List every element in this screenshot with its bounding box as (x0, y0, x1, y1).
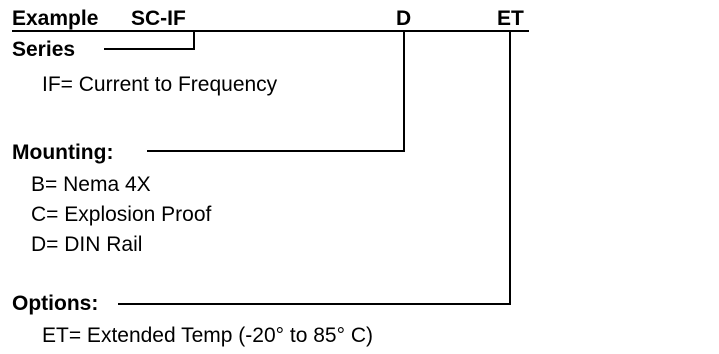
options-connector-horizontal (118, 303, 511, 305)
mounting-connector-horizontal (147, 150, 405, 152)
mounting-heading: Mounting: (12, 141, 114, 164)
options-heading: Options: (12, 292, 99, 315)
series-item-if: IF= Current to Frequency (42, 73, 278, 96)
options-code: ET (497, 7, 524, 30)
model-code: SC-IF (131, 7, 186, 30)
options-item-et: ET= Extended Temp (-20° to 85° C) (42, 324, 373, 347)
header-underline (12, 30, 529, 32)
series-connector-vertical (193, 31, 195, 50)
mounting-item-b: B= Nema 4X (31, 173, 151, 196)
example-label: Example (12, 7, 99, 30)
series-connector-horizontal (104, 48, 195, 50)
mounting-connector-vertical (403, 31, 405, 152)
series-heading: Series (12, 38, 76, 61)
mounting-item-d: D= DIN Rail (31, 233, 143, 256)
mounting-item-c: C= Explosion Proof (31, 203, 212, 226)
options-connector-vertical (509, 31, 511, 305)
mounting-code: D (396, 7, 412, 30)
